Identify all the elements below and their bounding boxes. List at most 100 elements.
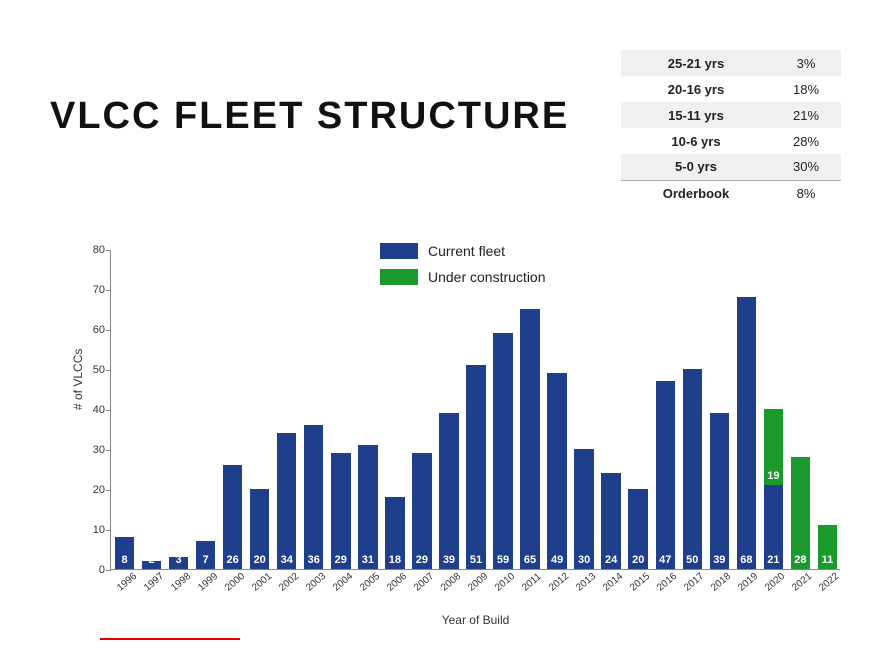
bar-value-label: 51 xyxy=(466,554,485,566)
bar-value-label: 47 xyxy=(656,554,675,566)
bar-group: 592010 xyxy=(493,249,512,569)
bar-current-fleet: 29 xyxy=(412,453,431,569)
bar-group: 302013 xyxy=(574,249,593,569)
bar-current-fleet: 21 xyxy=(764,485,783,569)
bar-group: 392008 xyxy=(439,249,458,569)
bar-group: 31998 xyxy=(169,249,188,569)
x-category-label: 1999 xyxy=(196,571,220,594)
bar-value-label: 34 xyxy=(277,554,296,566)
bar-value-label: 21 xyxy=(764,554,783,566)
bar-value-label: 19 xyxy=(764,470,783,482)
bar-value-label: 20 xyxy=(250,554,269,566)
bar-value-label: 49 xyxy=(547,554,566,566)
bar-current-fleet: 47 xyxy=(656,381,675,569)
y-tick-mark xyxy=(106,330,111,331)
bar-current-fleet: 68 xyxy=(737,297,756,569)
age-table-label: 25-21 yrs xyxy=(621,50,771,76)
x-category-label: 2021 xyxy=(790,571,814,594)
bar-current-fleet: 20 xyxy=(628,489,647,569)
bar-value-label: 26 xyxy=(223,554,242,566)
x-category-label: 2017 xyxy=(682,571,706,594)
y-tick-mark xyxy=(106,490,111,491)
bar-current-fleet: 65 xyxy=(520,309,539,569)
bar-group: 262000 xyxy=(223,249,242,569)
x-category-label: 2002 xyxy=(277,571,301,594)
bar-group: 362003 xyxy=(304,249,323,569)
x-category-label: 2009 xyxy=(466,571,490,594)
chart-y-axis-label: # of VLCCs xyxy=(71,349,85,410)
bar-value-label: 29 xyxy=(331,554,350,566)
bar-value-label: 2 xyxy=(142,554,161,566)
bar-group: 512009 xyxy=(466,249,485,569)
x-category-label: 2001 xyxy=(250,571,274,594)
bar-current-fleet: 18 xyxy=(385,497,404,569)
bar-value-label: 30 xyxy=(574,554,593,566)
age-table-row: 15-11 yrs21% xyxy=(621,102,841,128)
bar-current-fleet: 24 xyxy=(601,473,620,569)
x-category-label: 1997 xyxy=(142,571,166,594)
bar-group: 392018 xyxy=(710,249,729,569)
age-table-row: 5-0 yrs30% xyxy=(621,154,841,180)
x-category-label: 2014 xyxy=(601,571,625,594)
y-tick-mark xyxy=(106,410,111,411)
bar-group: 182006 xyxy=(385,249,404,569)
bar-current-fleet: 20 xyxy=(250,489,269,569)
x-category-label: 2000 xyxy=(223,571,247,594)
age-distribution-table: 25-21 yrs3%20-16 yrs18%15-11 yrs21%10-6 … xyxy=(621,50,841,206)
page-title: VLCC FLEET STRUCTURE xyxy=(50,95,569,138)
bar-current-fleet: 31 xyxy=(358,445,377,569)
bar-current-fleet: 34 xyxy=(277,433,296,569)
y-tick-label: 0 xyxy=(81,564,105,576)
y-tick-label: 50 xyxy=(81,364,105,376)
bar-value-label: 28 xyxy=(791,554,810,566)
y-tick-mark xyxy=(106,570,111,571)
bar-current-fleet: 50 xyxy=(683,369,702,569)
accent-underline xyxy=(100,638,240,640)
age-table-row: Orderbook8% xyxy=(621,180,841,206)
y-tick-label: 10 xyxy=(81,524,105,536)
age-table-row: 20-16 yrs18% xyxy=(621,76,841,102)
age-table-row: 25-21 yrs3% xyxy=(621,50,841,76)
bar-value-label: 20 xyxy=(628,554,647,566)
bar-group: 472016 xyxy=(656,249,675,569)
y-tick-label: 20 xyxy=(81,484,105,496)
bar-value-label: 18 xyxy=(385,554,404,566)
bar-group: 81996 xyxy=(115,249,134,569)
bar-value-label: 31 xyxy=(358,554,377,566)
y-tick-mark xyxy=(106,250,111,251)
bar-value-label: 50 xyxy=(683,554,702,566)
bar-value-label: 8 xyxy=(115,554,134,566)
bar-group: 492012 xyxy=(547,249,566,569)
y-tick-mark xyxy=(106,370,111,371)
y-tick-label: 80 xyxy=(81,244,105,256)
age-table-value: 21% xyxy=(771,102,841,128)
bar-current-fleet: 29 xyxy=(331,453,350,569)
bar-current-fleet: 39 xyxy=(710,413,729,569)
bar-group: 202015 xyxy=(628,249,647,569)
bar-group: 312005 xyxy=(358,249,377,569)
bar-value-label: 7 xyxy=(196,554,215,566)
bar-value-label: 39 xyxy=(710,554,729,566)
bar-group: 71999 xyxy=(196,249,215,569)
x-category-label: 2015 xyxy=(628,571,652,594)
bar-value-label: 59 xyxy=(493,554,512,566)
age-table-label: 15-11 yrs xyxy=(621,102,771,128)
bar-value-label: 29 xyxy=(412,554,431,566)
bar-value-label: 65 xyxy=(520,554,539,566)
bar-group: 21997 xyxy=(142,249,161,569)
y-tick-label: 70 xyxy=(81,284,105,296)
bar-current-fleet: 36 xyxy=(304,425,323,569)
bar-current-fleet: 51 xyxy=(466,365,485,569)
x-category-label: 2011 xyxy=(520,571,544,593)
y-tick-mark xyxy=(106,450,111,451)
bar-group: 21192020 xyxy=(764,249,783,569)
x-category-label: 2012 xyxy=(547,571,571,594)
chart-x-axis-label: Year of Build xyxy=(111,613,840,627)
bar-current-fleet: 7 xyxy=(196,541,215,569)
bar-current-fleet: 49 xyxy=(547,373,566,569)
y-tick-label: 60 xyxy=(81,324,105,336)
x-category-label: 2018 xyxy=(709,571,733,594)
age-table-label: 10-6 yrs xyxy=(621,128,771,154)
bar-current-fleet: 2 xyxy=(142,561,161,569)
bar-value-label: 11 xyxy=(818,554,837,566)
